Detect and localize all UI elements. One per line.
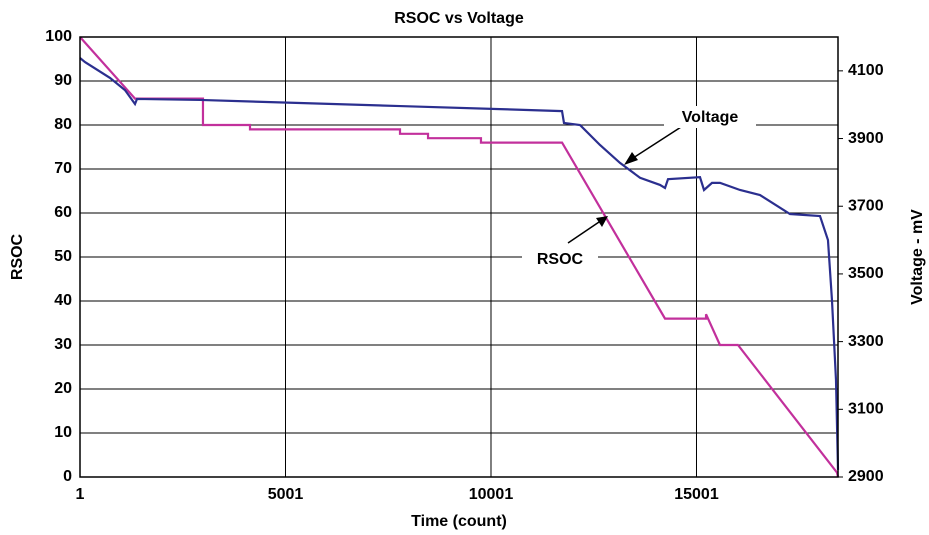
chart-title: RSOC vs Voltage xyxy=(394,10,524,27)
y-tick-label: 60 xyxy=(54,204,72,221)
x-tick-label: 10001 xyxy=(469,486,514,503)
y-tick-label: 10 xyxy=(54,424,72,441)
plot-area xyxy=(79,36,840,478)
annotation: Voltage xyxy=(682,109,739,126)
y-tick-label: 90 xyxy=(54,72,72,89)
annotation-bg xyxy=(664,106,756,128)
y2-tick-label: 3100 xyxy=(848,401,884,418)
y-axis-label: RSOC xyxy=(9,233,26,280)
x-tick-label: 15001 xyxy=(674,486,719,503)
y2-tick-label: 4100 xyxy=(848,62,884,79)
y2-tick-label: 3500 xyxy=(848,265,884,282)
y2-tick-label: 2900 xyxy=(848,468,884,485)
y-tick-label: 40 xyxy=(54,292,72,309)
y-tick-label: 50 xyxy=(54,248,72,265)
x-axis-label: Time (count) xyxy=(411,513,507,530)
y-tick-label: 80 xyxy=(54,116,72,133)
arrowhead xyxy=(596,216,608,227)
y2-axis-label: Voltage - mV xyxy=(909,209,926,305)
y-tick-label: 70 xyxy=(54,160,72,177)
x-tick-label: 5001 xyxy=(268,486,304,503)
y-tick-label: 0 xyxy=(63,468,72,485)
y-tick-label: 20 xyxy=(54,380,72,397)
series-line xyxy=(79,57,840,470)
y-tick-label: 30 xyxy=(54,336,72,353)
y-tick-label: 100 xyxy=(45,28,72,45)
plot-frame xyxy=(79,36,839,478)
annotation-bg xyxy=(522,248,598,270)
y2-tick-label: 3300 xyxy=(848,333,884,350)
x-tick-label: 1 xyxy=(76,486,85,503)
annotation: RSOC xyxy=(537,251,584,268)
y2-tick-label: 3900 xyxy=(848,130,884,147)
arrow xyxy=(567,219,603,244)
y2-tick-label: 3700 xyxy=(848,197,884,214)
series-line xyxy=(79,36,840,478)
arrowhead xyxy=(624,152,638,165)
